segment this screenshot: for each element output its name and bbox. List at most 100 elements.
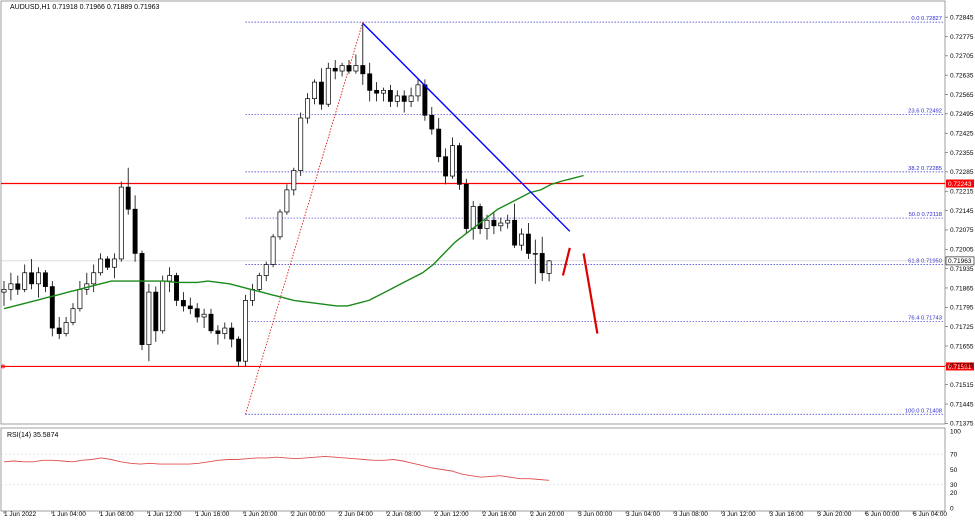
candle-bear [56, 327, 62, 334]
candle-bear [132, 208, 138, 254]
price-tick-label: 0.72425 [950, 131, 974, 138]
candle-bull [519, 233, 524, 246]
price-tick-label: 0.72005 [950, 247, 974, 254]
price-tick-label: 0.72495 [950, 111, 974, 118]
fib-level-label: 23.6 0.72492 [908, 109, 942, 115]
candle-bear [443, 156, 449, 177]
rsi-line [3, 455, 550, 481]
candle-bear [208, 313, 214, 332]
price-tick-label: 0.72075 [950, 227, 974, 234]
axes-layer: 0.72845 0.72775 0.72705 0.72635 0.72565 0.724… [3, 14, 974, 518]
moving-average-layer [3, 174, 584, 310]
candle-bull [77, 289, 83, 310]
candle-bear [105, 258, 110, 268]
bearish-trendline [362, 22, 571, 232]
price-tick-label: 0.72355 [950, 150, 974, 157]
candle-bull [277, 211, 283, 238]
candle-bear [374, 90, 380, 94]
time-tick-label: 1 Jun 08:00 [100, 511, 134, 518]
candle-bear [491, 219, 497, 227]
rsi-tick-label: 70 [950, 451, 958, 458]
candle-bull [298, 117, 304, 171]
time-tick-label: 1 Jun 16:00 [195, 511, 229, 518]
candle-bear [346, 65, 352, 72]
time-tick-label: 1 Jun 2022 [4, 511, 37, 518]
price-tick-label: 0.71865 [950, 285, 974, 292]
horizontal-level-tag [946, 179, 974, 188]
candle-bull [498, 222, 504, 227]
main-panel-frame [0, 0, 946, 425]
candle-bull [381, 90, 386, 94]
candle-bull [353, 65, 359, 72]
candle-bull [36, 272, 41, 285]
fib-level-label: 61.8 0.71950 [908, 258, 942, 264]
price-tick-label: 0.71585 [950, 363, 974, 370]
time-tick-label: 6 Jun 00:00 [865, 511, 899, 518]
time-tick-label: 3 Jun 00:00 [578, 511, 612, 518]
time-tick-label: 3 Jun 16:00 [770, 511, 804, 518]
horizontal-level-value: 0.71581 [948, 364, 972, 371]
candle-bear [229, 327, 235, 340]
rsi-tick-label: 100 [950, 428, 961, 435]
candle-bear [429, 114, 435, 130]
price-tick-label: 0.71795 [950, 305, 974, 312]
fib-level-label: 100.0 0.71408 [905, 408, 942, 414]
candle-bull [312, 81, 317, 100]
time-tick-label: 6 Jun 04:00 [913, 511, 947, 518]
candle-bull [243, 300, 248, 362]
candle-bull [339, 65, 345, 72]
symbol-header: AUDUSD,H1 0.71918 0.71966 0.71889 0.7196… [10, 4, 160, 11]
candle-bull [146, 291, 152, 345]
time-tick-label: 1 Jun 12:00 [148, 511, 182, 518]
time-tick-label: 2 Jun 08:00 [387, 511, 421, 518]
time-tick-label: 3 Jun 12:00 [722, 511, 756, 518]
candle-bull [484, 219, 490, 229]
price-tick-label: 0.72285 [950, 169, 974, 176]
moving-average-line [3, 174, 584, 310]
candle-bull [22, 272, 28, 290]
chart-grid-layer [0, 0, 946, 512]
horizontal-levels-layer: 0.72243 0.71581 0.71963 [1, 179, 975, 371]
candle-bear [360, 65, 366, 75]
price-tick-label: 0.72845 [950, 14, 974, 21]
projection-line [582, 253, 599, 334]
candle-bull [408, 95, 414, 102]
candle-bull [201, 313, 207, 318]
candle-bear [125, 186, 131, 210]
price-tick-label: 0.72565 [950, 92, 974, 99]
candle-bear [401, 95, 407, 102]
time-tick-label: 2 Jun 20:00 [530, 511, 564, 518]
candle-bear [236, 338, 242, 362]
candle-bull [1, 289, 7, 293]
candle-bear [42, 272, 48, 287]
current-price-value: 0.71963 [948, 258, 972, 265]
candle-bull [546, 260, 552, 274]
candle-bull [450, 145, 455, 177]
price-tick-label: 0.72145 [950, 208, 974, 215]
candle-bear [477, 206, 483, 229]
time-tick-label: 2 Jun 16:00 [482, 511, 516, 518]
candle-bear [318, 81, 324, 105]
candle-bull [160, 280, 166, 332]
candle-bear [387, 90, 393, 102]
price-tick-label: 0.71655 [950, 343, 974, 350]
fib-level-label: 50.0 0.72118 [909, 212, 942, 218]
price-tick-label: 0.71445 [950, 401, 974, 408]
candle-bull [111, 258, 117, 268]
candle-bull [505, 219, 511, 224]
time-tick-label: 2 Jun 00:00 [291, 511, 325, 518]
candle-bull [256, 275, 262, 290]
candle-bear [180, 300, 186, 307]
rsi-tick-label: 30 [950, 482, 958, 489]
rsi-tick-label: 50 [950, 467, 958, 474]
candle-bear [139, 253, 145, 345]
time-tick-label: 1 Jun 20:00 [243, 511, 277, 518]
price-tick-label: 0.72705 [950, 53, 974, 60]
rsi-tick-label: 20 [950, 490, 958, 497]
candle-bull [63, 322, 69, 334]
candle-bear [15, 283, 21, 290]
candle-bull [222, 327, 228, 334]
candle-bull [91, 272, 97, 285]
